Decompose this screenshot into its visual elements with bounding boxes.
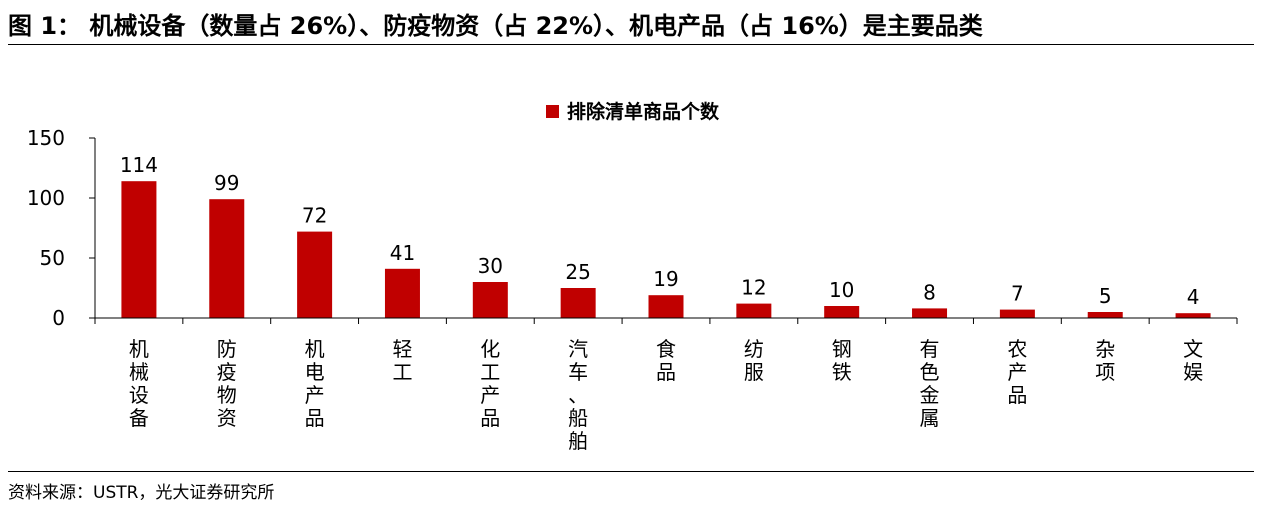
bar-value-label: 19: [653, 267, 678, 291]
x-tick-label: 有色金属: [920, 337, 940, 430]
x-tick-label: 轻工: [392, 337, 412, 384]
title-rule: [8, 44, 1254, 45]
x-tick-label: 化工产品: [480, 337, 500, 430]
y-axis: 0 50 100 150: [27, 126, 96, 330]
bar: [999, 309, 1035, 318]
bar-value-label: 41: [390, 241, 415, 265]
x-tick-label: 防疫物资: [217, 337, 237, 430]
y-tick-label: 100: [27, 186, 65, 210]
bar: [560, 288, 596, 318]
bar-value-label: 30: [478, 254, 503, 278]
bar-value-label: 5: [1099, 284, 1112, 308]
bar-value-label: 7: [1011, 282, 1024, 306]
x-tick-label: 机电产品: [305, 337, 325, 430]
figure-title: 图 1： 机械设备（数量占 26%）、防疫物资（占 22%）、机电产品（占 16…: [8, 12, 983, 40]
bar-value-label: 25: [565, 260, 590, 284]
bars: 114 99 72 41 30 25 19 12 10 8 7 5 4: [120, 153, 1211, 318]
y-tick-label: 150: [27, 126, 65, 150]
bar-value-label: 4: [1187, 285, 1200, 309]
bar: [121, 181, 157, 318]
x-tick-label: 钢铁: [832, 337, 852, 384]
source-note: 资料来源：USTR，光大证券研究所: [8, 483, 275, 503]
source-rule: [8, 471, 1254, 472]
bar: [824, 306, 860, 318]
legend-label: 排除清单商品个数: [567, 100, 720, 123]
legend-swatch: [546, 105, 559, 118]
x-tick-label: 文娱: [1183, 337, 1203, 384]
bar: [297, 231, 333, 318]
bar: [209, 199, 245, 318]
bar-value-label: 10: [829, 278, 854, 302]
bar-value-label: 99: [214, 171, 239, 195]
bar-value-label: 8: [923, 280, 936, 304]
bar: [1087, 312, 1123, 318]
bar: [1175, 313, 1211, 318]
bar: [384, 268, 420, 318]
y-tick-label: 0: [52, 306, 65, 330]
bar-value-label: 72: [302, 204, 327, 228]
x-tick-label: 杂项: [1095, 337, 1115, 384]
bar: [912, 308, 948, 318]
legend: 排除清单商品个数: [546, 100, 720, 123]
x-tick-label: 食品: [656, 337, 676, 384]
bar: [648, 295, 684, 318]
bar-value-label: 12: [741, 276, 766, 300]
x-tick-label: 汽车、船舶: [568, 337, 588, 453]
bar: [472, 282, 508, 318]
x-tick-label: 纺服: [744, 337, 764, 384]
bar-chart: 排除清单商品个数 0 50 100 150 114 99 72 41 30 25 19 12 10 8 7…: [27, 100, 1238, 453]
x-axis: 机械设备 防疫物资 机电产品 轻工 化工产品 汽车、船舶 食品 纺服 钢铁 有色金属 农产品 杂项 文娱: [94, 317, 1238, 453]
x-tick-label: 农产品: [1007, 337, 1027, 407]
x-tick-label: 机械设备: [129, 337, 149, 430]
y-tick-label: 50: [40, 246, 65, 270]
bar: [736, 303, 772, 318]
bar-value-label: 114: [120, 153, 158, 177]
